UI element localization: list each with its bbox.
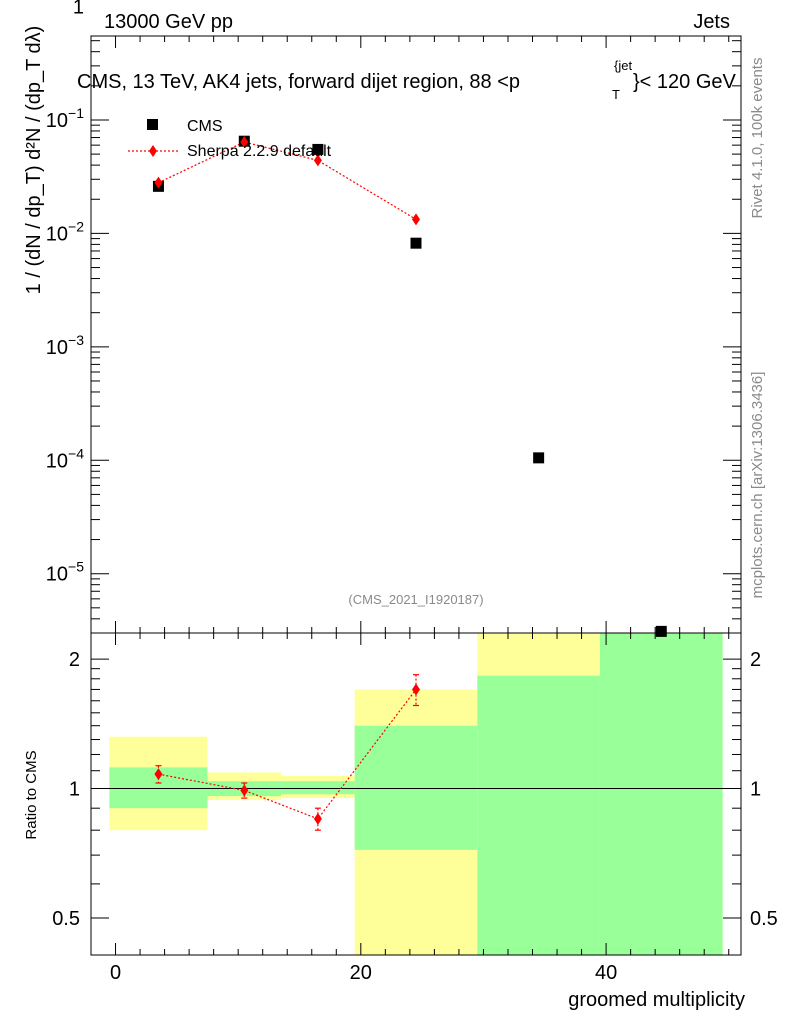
sherpa-ratio-point [154,768,163,781]
band-inner-5 [599,633,723,955]
mcplots-label: mcplots.cern.ch [arXiv:1306.3436] [749,372,766,599]
sherpa-main-line [158,141,417,220]
sherpa-point [240,135,249,148]
y-tick-label-ratio-left: 2 [69,649,80,671]
sherpa-point [154,176,163,189]
band-inner-3 [354,725,478,850]
x-tick-label: 0 [110,962,121,984]
legend-sherpa-marker [149,145,157,157]
cms-markers-group [152,135,667,637]
x-axis-label: groomed multiplicity [568,989,745,1011]
legend-cms-marker [147,119,158,130]
tick-labels-group: 0 20 40 10−5 10−4 10−3 10−2 10−1 1 0.5 0.5 1 1 2 2 [46,0,778,984]
y-tick-label-main: 10−5 [46,559,84,586]
plot-title-suffix: }< 120 GeV [633,71,737,93]
x-tick-label: 20 [350,962,372,984]
category-label: Jets [693,11,730,33]
sherpa-ratio-point [412,683,420,696]
plot-title-superscript: {jet [614,58,632,73]
plot-title-prefix: CMS, 13 TeV, AK4 jets, forward dijet reg… [77,71,520,93]
y-tick-label-main: 10−4 [46,445,84,472]
analysis-id: (CMS_2021_I1920187) [348,592,483,607]
legend-sherpa-label: Sherpa 2.2.9 default [187,143,332,160]
cms-point [655,625,667,637]
band-inner-2 [281,781,355,795]
x-tick-label: 40 [595,962,617,984]
sherpa-point [313,154,322,167]
y-tick-label-ratio-left: 1 [69,779,80,801]
y-tick-label-ratio-right: 0.5 [750,908,778,930]
plot-title-subscript: T [612,87,620,102]
sherpa-ratio-point [313,812,322,825]
cms-point [410,237,422,249]
legend-cms-label: CMS [187,118,223,135]
y-tick-label-ratio-left: 0.5 [52,908,80,930]
ratio-plot-frame [90,632,742,956]
sherpa-main-line-group [158,141,417,220]
sherpa-point [412,213,420,226]
main-y-axis-label: 1 / (dN / dp_T) d²N / (dp_T dλ) [23,26,45,295]
cms-point [533,452,545,464]
cms-point [312,143,324,155]
ratio-y-axis-label: Ratio to CMS [23,750,40,839]
y-tick-label-ratio-right: 1 [750,779,761,801]
plot-title: CMS, 13 TeV, AK4 jets, forward dijet reg… [77,71,520,93]
band-inner-4 [477,675,600,955]
energy-label: 13000 GeV pp [104,11,233,33]
y-tick-label-main: 10−1 [46,105,84,132]
y-tick-label-main: 10−3 [46,332,84,359]
sherpa-ratio-point [240,784,249,797]
rivet-version-label: Rivet 4.1.0, 100k events [749,58,766,219]
y-tick-label-main: 1 [73,0,84,19]
y-tick-label-main: 10−2 [46,218,84,245]
ratio-uncertainty-bands [109,633,723,955]
sherpa-ratio-group [154,674,420,831]
axis-ticks [91,36,741,955]
y-tick-label-ratio-right: 2 [750,649,761,671]
sherpa-main-markers-group [154,135,420,226]
legend: CMS Sherpa 2.2.9 default [128,118,332,160]
